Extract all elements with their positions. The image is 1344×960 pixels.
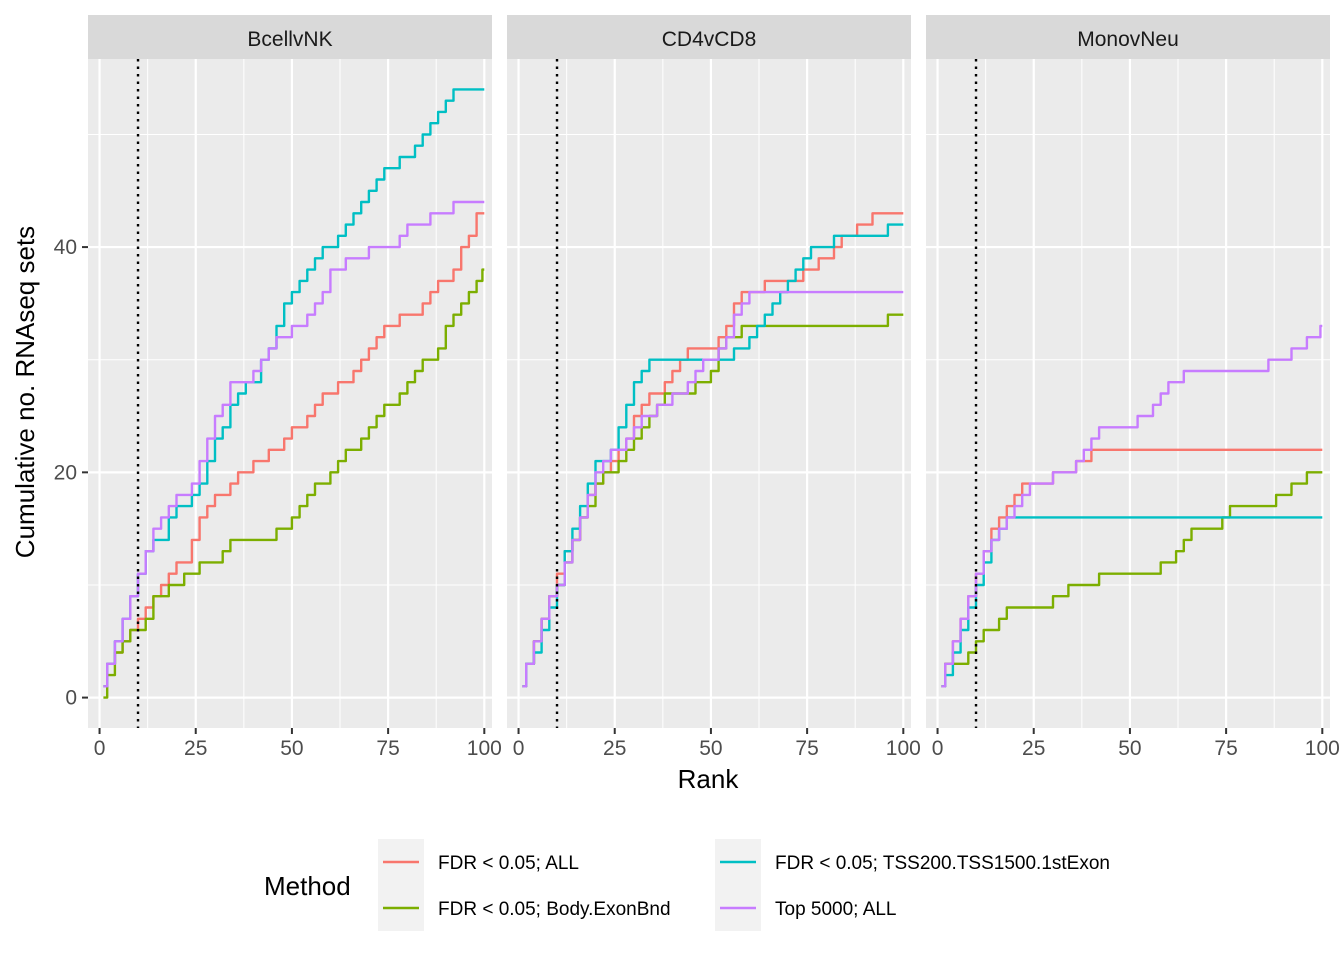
x-tick-label: 0 (513, 737, 525, 760)
series-line-top-5000-all-monovneu (941, 324, 1323, 688)
x-tick-label: 100 (886, 737, 921, 760)
y-tick-label: 20 (54, 461, 77, 484)
x-tick-label: 75 (1214, 737, 1237, 760)
legend-label: FDR < 0.05; ALL (438, 853, 579, 874)
series-line-top-5000-all-cd4vcd8 (522, 290, 904, 688)
x-tick-label: 0 (932, 737, 944, 760)
legend-item-fdr-0-05-tss200-tss1500-1stexon: FDR < 0.05; TSS200.TSS1500.1stExon (715, 839, 1110, 885)
x-axis-title: Rank (678, 764, 740, 794)
x-tick-label: 100 (467, 737, 502, 760)
strip-label-bcellvnk: BcellvNK (247, 28, 332, 51)
x-tick-label: 75 (795, 737, 818, 760)
y-tick-label: 0 (65, 687, 77, 710)
panels-layer: BcellvNK 0 25 50 75 100 0 20 40 CD4vCD8 0 25 50 75 100… (54, 15, 1340, 760)
strip-label-cd4vcd8: CD4vCD8 (662, 28, 757, 51)
panel-cd4vcd8: CD4vCD8 0 25 50 75 100 (507, 15, 921, 760)
strip-label-monovneu: MonovNeu (1077, 28, 1179, 51)
y-axis-title: Cumulative no. RNAseq sets (10, 226, 40, 558)
x-tick-label: 25 (603, 737, 626, 760)
panel-background (926, 59, 1330, 728)
legend-label: FDR < 0.05; Body.ExonBnd (438, 899, 671, 920)
strip-bcellvnk (88, 15, 492, 59)
series-line-fdr-0-05-body-exonbnd-monovneu (941, 471, 1323, 688)
series-line-fdr-0-05-all-bcellvnk (103, 212, 485, 688)
series-line-fdr-0-05-tss200-tss1500-1stexon-monovneu (941, 516, 1323, 688)
legend-label: FDR < 0.05; TSS200.TSS1500.1stExon (775, 853, 1110, 874)
x-tick-label: 50 (1118, 737, 1141, 760)
x-tick-label: 50 (699, 737, 722, 760)
series-line-fdr-0-05-body-exonbnd-bcellvnk (103, 268, 485, 699)
legend-item-fdr-0-05-body-exonbnd: FDR < 0.05; Body.ExonBnd (378, 885, 671, 931)
series-line-top-5000-all-bcellvnk (103, 200, 485, 688)
x-tick-label: 0 (94, 737, 106, 760)
panel-background (88, 59, 492, 728)
legend: Method FDR < 0.05; ALL FDR < 0.05; Body.E… (264, 839, 1110, 931)
x-tick-label: 25 (1022, 737, 1045, 760)
legend-item-top-5000-all: Top 5000; ALL (715, 885, 897, 931)
x-tick-label: 25 (184, 737, 207, 760)
x-tick-label: 100 (1305, 737, 1340, 760)
legend-title: Method (264, 871, 351, 901)
panel-background (507, 59, 911, 728)
panel-monovneu: MonovNeu 0 25 50 75 100 (926, 15, 1340, 760)
strip-monovneu (926, 15, 1330, 59)
panel-bcellvnk: BcellvNK 0 25 50 75 100 0 20 40 (54, 15, 502, 760)
strip-cd4vcd8 (507, 15, 911, 59)
y-tick-label: 40 (54, 236, 77, 259)
series-line-fdr-0-05-tss200-tss1500-1stexon-bcellvnk (103, 88, 485, 688)
x-tick-label: 50 (280, 737, 303, 760)
legend-item-fdr-0-05-all: FDR < 0.05; ALL (378, 839, 579, 885)
legend-label: Top 5000; ALL (775, 899, 897, 920)
x-tick-label: 75 (376, 737, 399, 760)
